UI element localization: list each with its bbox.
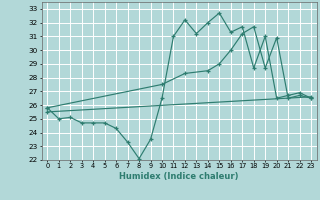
X-axis label: Humidex (Indice chaleur): Humidex (Indice chaleur) [119,172,239,181]
